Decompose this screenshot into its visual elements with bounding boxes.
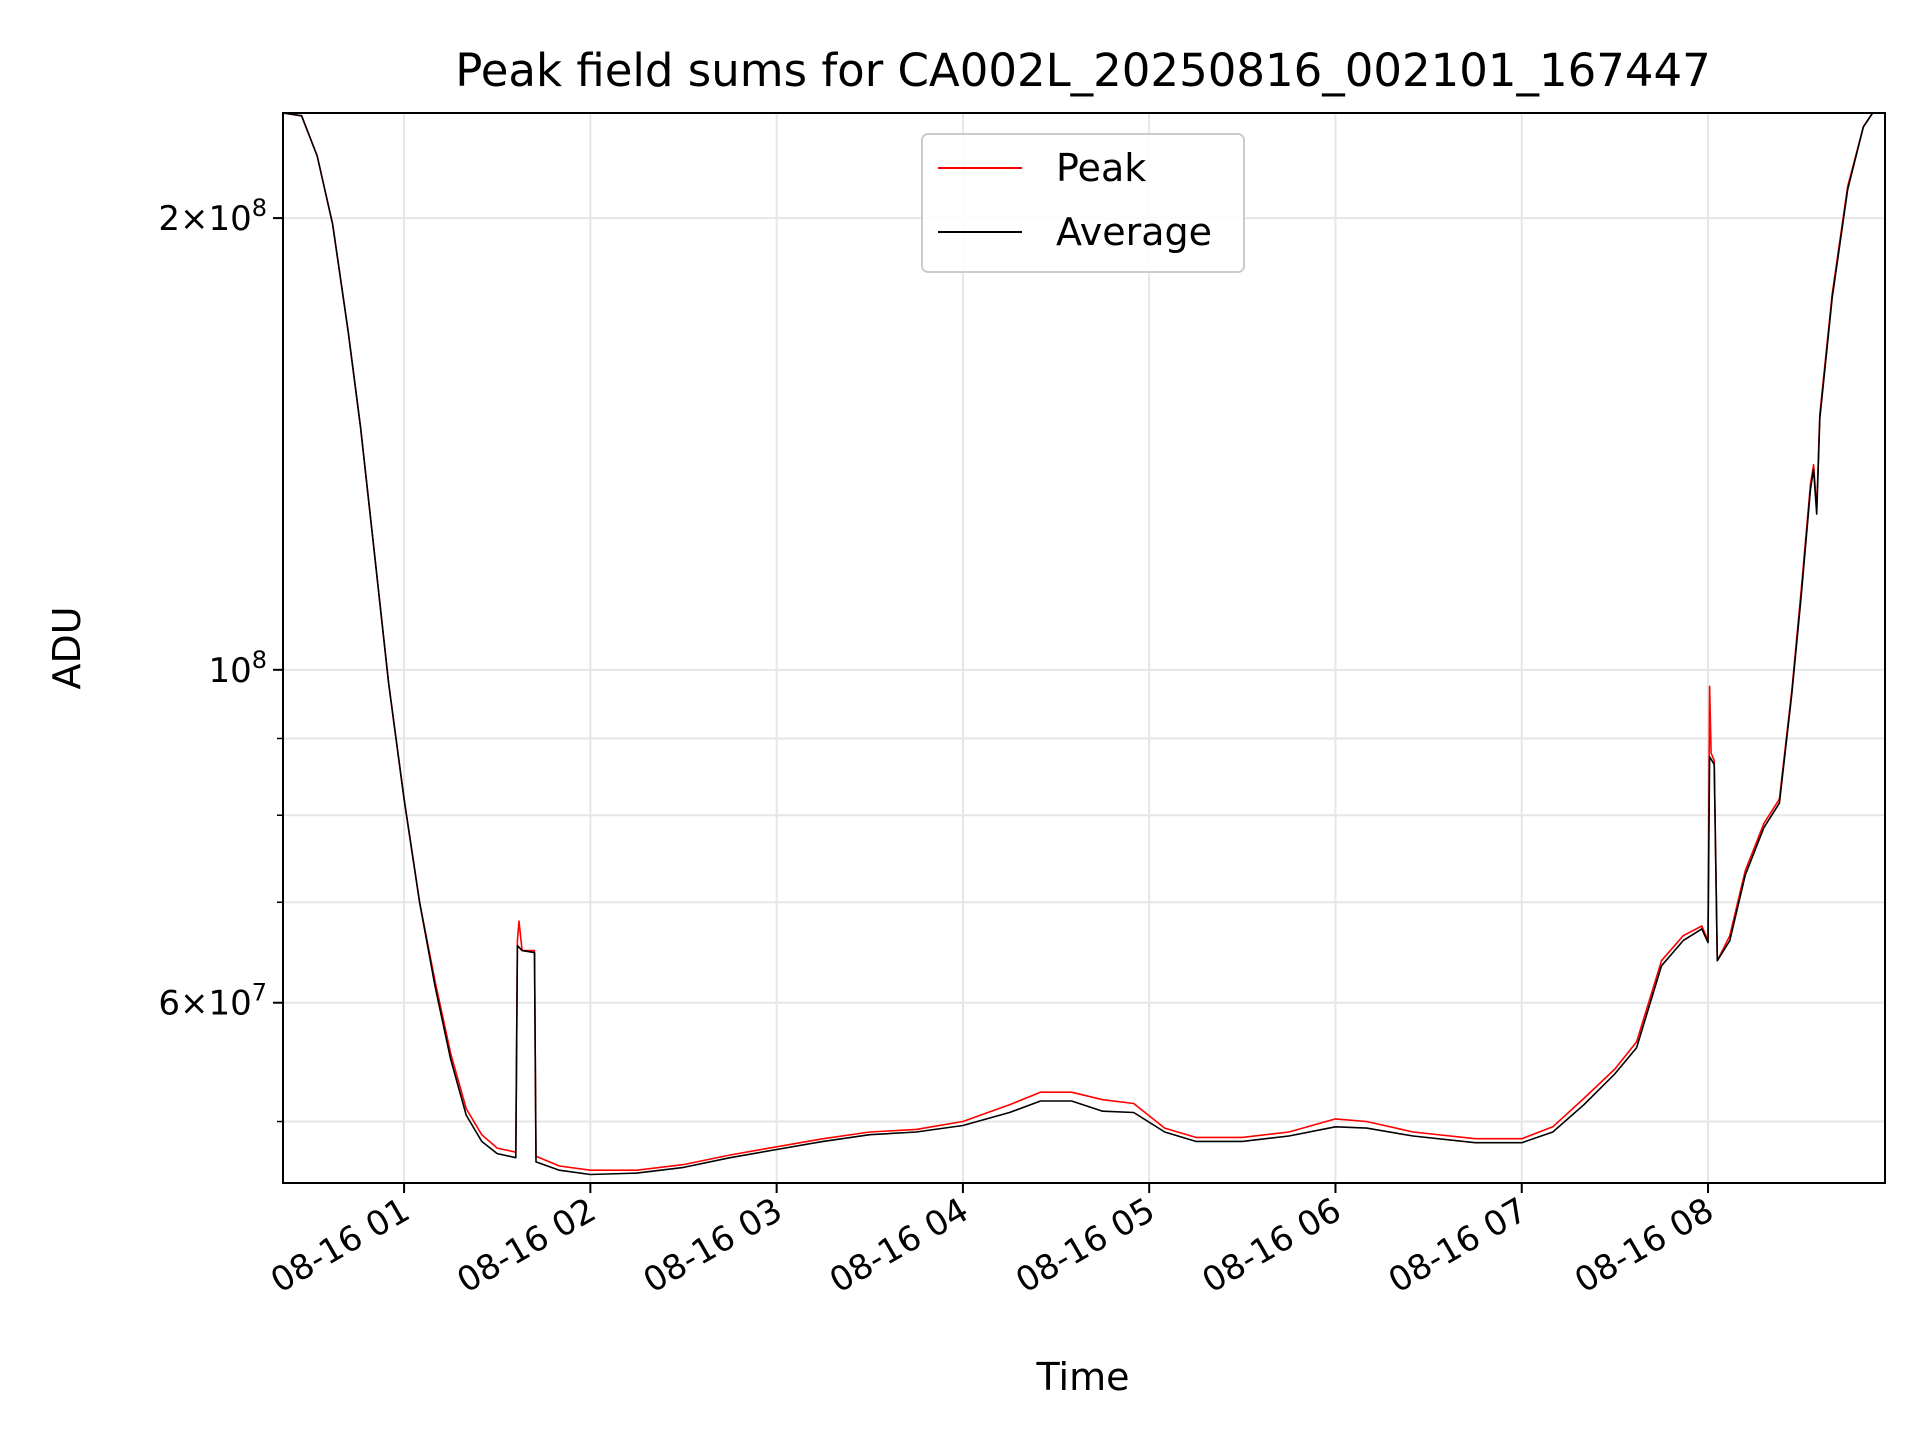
legend-peak-label: Peak [1056,146,1146,190]
y-tick-label: 108 [208,646,267,691]
y-tick-exponent: 7 [252,979,267,1007]
legend-average-label: Average [1056,210,1212,254]
y-tick-label: 6×107 [158,979,267,1024]
series-line-average [282,112,1885,1176]
series-layer [282,112,1885,1176]
series-line-peak [282,112,1885,1171]
chart-title: Peak field sums for CA002L_20250816_0021… [455,44,1711,97]
y-tick-base: 10 [208,651,251,691]
y-axis-label: ADU [45,606,89,689]
y-tick-label: 2×108 [158,194,267,239]
x-axis-label: Time [1036,1355,1130,1399]
y-tick-exponent: 8 [252,194,267,222]
grid [283,113,1885,1183]
legend: Peak Average [921,133,1245,273]
y-tick-exponent: 8 [252,646,267,674]
plot-frame [282,112,1886,1184]
y-tick-mantissa: 2×10 [158,199,251,239]
y-tick-mantissa: 6×10 [158,984,251,1024]
